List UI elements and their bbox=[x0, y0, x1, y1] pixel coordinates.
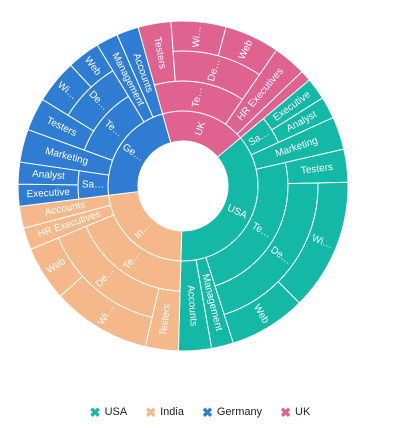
legend-item-germany[interactable]: ✖ Germany bbox=[202, 406, 262, 419]
legend: ✖ USA ✖ India ✖ Germany ✖ UK bbox=[0, 400, 400, 424]
label-root-usa-technical-testers: Testers bbox=[300, 162, 333, 177]
label-root-uk-technical: Te… bbox=[191, 86, 205, 108]
label-root-germany-sales-executive: Executive bbox=[26, 187, 70, 200]
legend-label: UK bbox=[295, 406, 311, 418]
label-root-uk-technical-developers-windows: Wi… bbox=[191, 25, 204, 48]
legend-label: India bbox=[160, 406, 184, 418]
cross-icon: ✖ bbox=[145, 404, 157, 420]
cross-icon: ✖ bbox=[89, 404, 101, 420]
label-root-germany-sales: Sa… bbox=[82, 179, 104, 190]
sunburst-chart: USASa…ExecutiveAnalystMarketingTe…Tester… bbox=[17, 20, 349, 352]
label-root-india-technical-testers: Testers bbox=[158, 303, 173, 336]
label-root-uk: UK bbox=[193, 120, 208, 137]
cross-icon: ✖ bbox=[280, 404, 292, 420]
legend-label: USA bbox=[104, 406, 128, 418]
label-root-uk-technical-testers: Testers bbox=[151, 36, 167, 70]
label-root-usa-accounts: Accounts bbox=[185, 285, 199, 327]
cross-icon: ✖ bbox=[201, 404, 213, 420]
legend-item-uk[interactable]: ✖ UK bbox=[280, 406, 310, 419]
label-root-germany-sales-analyst: Analyst bbox=[32, 169, 66, 183]
segment-root-uk-accounts[interactable] bbox=[236, 70, 311, 139]
legend-item-india[interactable]: ✖ India bbox=[145, 406, 184, 419]
legend-label: Germany bbox=[216, 406, 263, 418]
legend-item-usa[interactable]: ✖ USA bbox=[90, 406, 128, 419]
